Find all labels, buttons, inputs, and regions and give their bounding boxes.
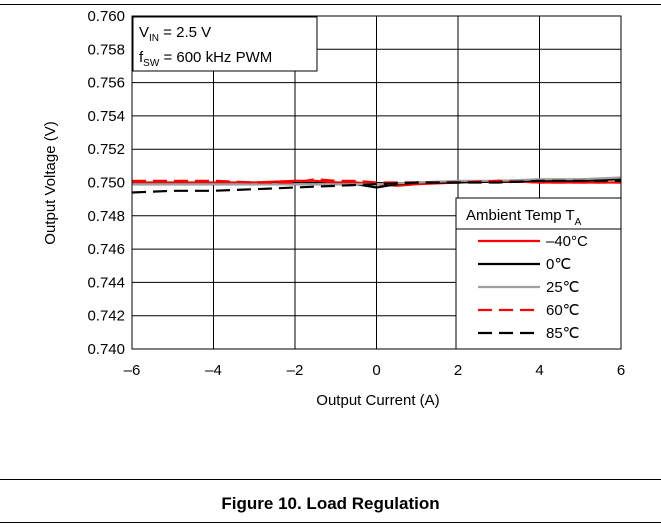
chart-figure: 0.740 0.742 0.744 0.746 0.748 0.750 0.752 0.754… — [42, 8, 626, 409]
caption-rule — [0, 479, 661, 480]
x-tick-label: 2 — [454, 362, 462, 379]
legend: Ambient Temp TA –40°C 0℃ 25℃ 60℃ 85℃ — [455, 197, 622, 350]
conditions-annotation: VIN = 2.5 V fSW = 600 kHz PWM — [132, 16, 318, 72]
x-axis-title: Output Current (A) — [316, 392, 439, 409]
legend-label: 85℃ — [546, 325, 580, 342]
y-tick-label: 0.746 — [87, 241, 125, 258]
y-tick-label: 0.750 — [87, 175, 125, 192]
legend-label: 25℃ — [546, 279, 580, 296]
annotation-box — [132, 16, 318, 72]
x-tick-label: –2 — [287, 362, 304, 379]
plot-area-frame — [131, 15, 622, 350]
legend-box — [455, 197, 622, 350]
y-tick-label: 0.744 — [87, 274, 125, 291]
y-tick-label: 0.756 — [87, 75, 125, 92]
y-tick-label: 0.752 — [87, 141, 125, 158]
x-tick-label: –4 — [205, 362, 222, 379]
x-axis-ticks: –6 –4 –2 0 2 4 6 — [124, 362, 626, 379]
y-tick-label: 0.760 — [87, 8, 125, 25]
y-tick-label: 0.748 — [87, 208, 125, 225]
legend-label: –40°C — [546, 233, 588, 250]
legend-title: Ambient Temp TA — [466, 207, 582, 228]
y-tick-label: 0.758 — [87, 41, 125, 58]
y-tick-label: 0.740 — [87, 341, 125, 358]
legend-label: 0℃ — [546, 256, 571, 273]
y-axis-title: Output Voltage (V) — [42, 121, 59, 244]
y-axis-ticks: 0.740 0.742 0.744 0.746 0.748 0.750 0.752 0.754… — [87, 8, 125, 358]
annotation-vin: VIN = 2.5 V — [139, 24, 211, 44]
legend-label: 60℃ — [546, 302, 580, 319]
annotation-fsw: fSW = 600 kHz PWM — [139, 49, 272, 69]
x-tick-label: –6 — [124, 362, 141, 379]
x-tick-label: 6 — [617, 362, 625, 379]
y-tick-label: 0.742 — [87, 308, 125, 325]
series-line — [131, 179, 621, 194]
bottom-rule — [0, 522, 661, 523]
x-tick-label: 4 — [535, 362, 543, 379]
data-series-group — [131, 176, 622, 194]
legend-entries: –40°C 0℃ 25℃ 60℃ 85℃ — [478, 233, 588, 342]
x-tick-label: 0 — [372, 362, 380, 379]
figure-caption: Figure 10. Load Regulation — [221, 494, 440, 513]
y-tick-label: 0.754 — [87, 108, 125, 125]
top-rule — [0, 4, 661, 5]
